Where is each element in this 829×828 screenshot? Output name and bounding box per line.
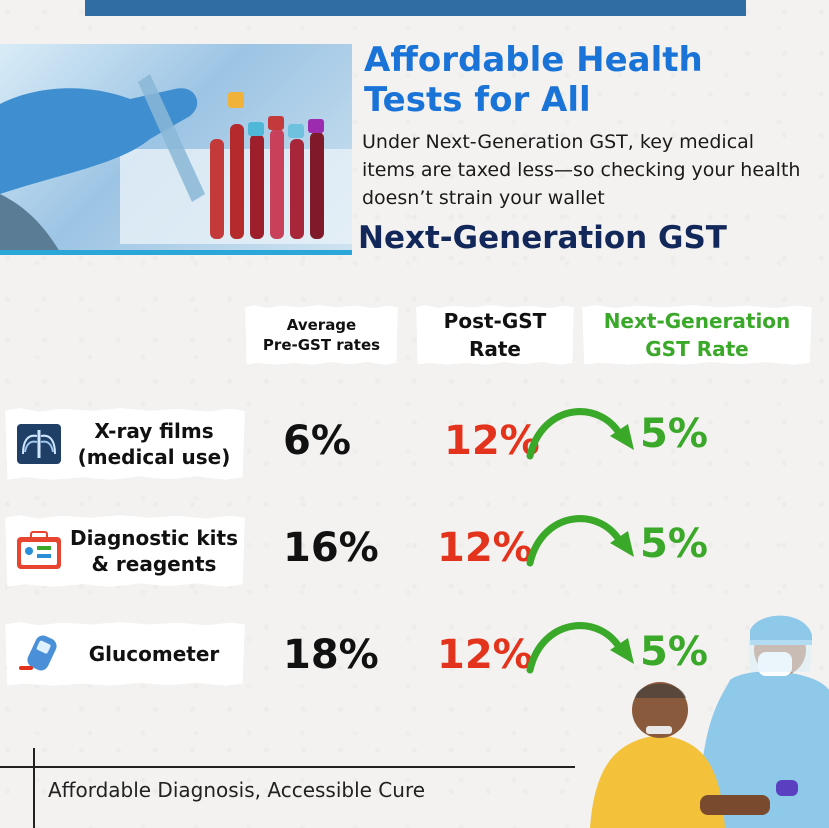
row-2-post-rate: 12% bbox=[437, 525, 533, 571]
row-1-label-line-2: (medical use) bbox=[77, 445, 231, 469]
footer-horizontal-rule bbox=[0, 766, 575, 768]
page-subtitle: Under Next-Generation GST, key medical i… bbox=[362, 131, 801, 209]
title-line-1: Affordable Health bbox=[364, 40, 703, 80]
row-label-glucometer: Glucometer bbox=[5, 622, 245, 686]
row-3-next-rate: 5% bbox=[640, 629, 708, 675]
top-banner-bar bbox=[85, 0, 746, 16]
doctor-patient-image bbox=[590, 615, 829, 828]
header-next-gen-gst: Next-Generation GST Rate bbox=[582, 305, 812, 365]
row-3-post-rate: 12% bbox=[437, 632, 533, 678]
row-1-pre-rate: 6% bbox=[283, 418, 351, 464]
row-1-arrow-icon bbox=[526, 408, 634, 460]
header-post-line-1: Post-GST bbox=[443, 309, 547, 333]
footer-tagline: Affordable Diagnosis, Accessible Cure bbox=[48, 778, 426, 802]
row-label-diagnostic-kits: Diagnostic kits & reagents bbox=[5, 515, 245, 587]
row-2-pre-rate: 16% bbox=[283, 525, 379, 571]
diagnostic-kit-icon bbox=[17, 531, 61, 569]
row-label-xray: X-ray films (medical use) bbox=[5, 408, 245, 480]
header-pre-line-1: Average bbox=[286, 316, 357, 334]
row-2-arrow-icon bbox=[526, 515, 634, 567]
header-next-line-1: Next-Generation bbox=[603, 309, 791, 333]
hero-underline bbox=[0, 250, 352, 255]
header-pre-gst: Average Pre-GST rates bbox=[245, 305, 398, 365]
header-post-gst: Post-GST Rate bbox=[416, 305, 574, 365]
header-next-line-2: GST Rate bbox=[645, 337, 749, 361]
xray-icon bbox=[17, 424, 61, 464]
row-2-label-line-1: Diagnostic kits bbox=[69, 526, 238, 550]
row-2-next-rate: 5% bbox=[640, 521, 708, 567]
footer-vertical-rule bbox=[33, 748, 35, 828]
row-3-pre-rate: 18% bbox=[283, 632, 379, 678]
header-pre-line-2: Pre-GST rates bbox=[262, 336, 381, 354]
title-line-2: Tests for All bbox=[364, 80, 591, 120]
header-post-line-2: Rate bbox=[468, 337, 521, 361]
page-title: Affordable Health Tests for All bbox=[364, 40, 794, 120]
glucometer-icon bbox=[19, 635, 57, 671]
row-1-next-rate: 5% bbox=[640, 411, 708, 457]
row-1-label-line-1: X-ray films bbox=[94, 419, 214, 443]
row-3-label-line-1: Glucometer bbox=[88, 642, 220, 666]
row-2-label-line-2: & reagents bbox=[91, 552, 217, 576]
row-3-arrow-icon bbox=[526, 622, 634, 674]
section-title: Next-Generation GST bbox=[358, 220, 727, 256]
row-1-post-rate: 12% bbox=[444, 418, 540, 464]
lab-test-tubes-image bbox=[0, 44, 352, 252]
